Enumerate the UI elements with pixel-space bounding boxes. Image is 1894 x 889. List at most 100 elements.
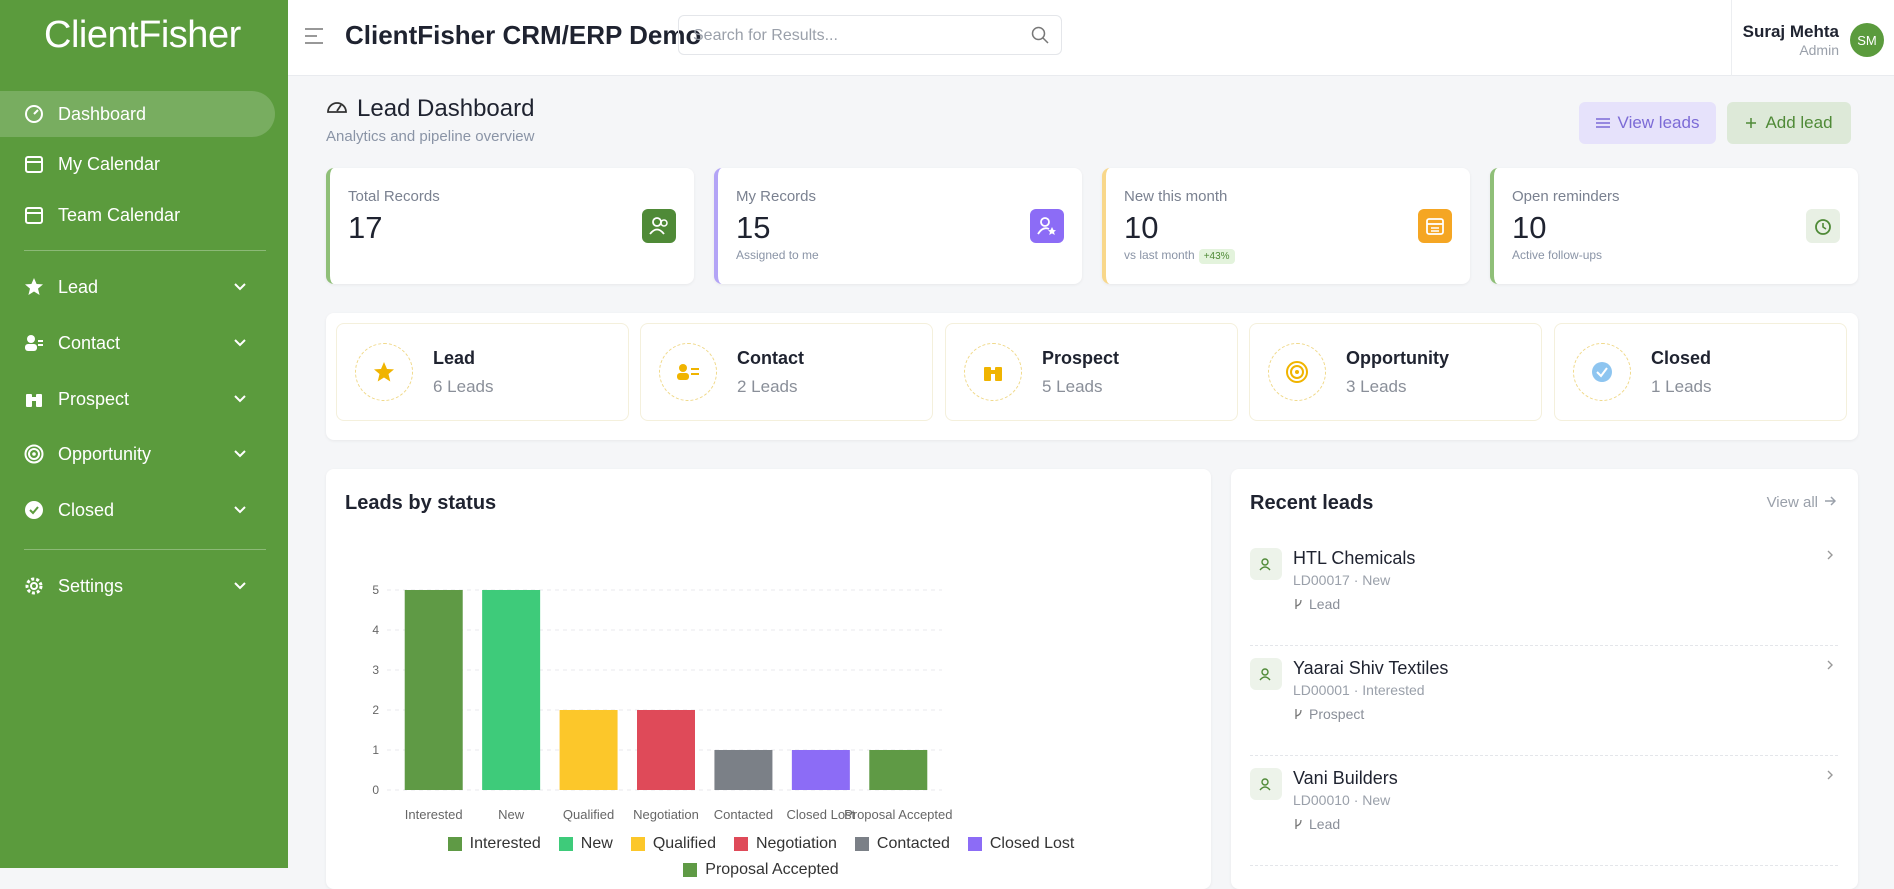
stat-label: My Records: [736, 188, 817, 205]
legend-label: Qualified: [652, 835, 716, 852]
chevron: [234, 339, 246, 347]
legend-label: Interested: [469, 835, 541, 852]
stage-count: 2 Leads: [737, 377, 798, 396]
legend-swatch: [967, 837, 982, 851]
stage-panel: Lead 6 Leads Contact 2 Leads Prospect 5 Lea…: [326, 313, 1858, 440]
recent-stage-label: Lead: [1309, 596, 1341, 612]
legend-swatch: [733, 837, 748, 851]
recent-meta: LD00010 · New: [1293, 792, 1391, 808]
view-leads-button[interactable]: View leads: [1579, 102, 1716, 144]
menu-item[interactable]: Team Calendar: [0, 192, 275, 238]
bar: [791, 750, 850, 790]
icon: [1426, 218, 1444, 235]
add-lead-button[interactable]: Add lead: [1727, 102, 1851, 144]
chevron-icon: [1827, 550, 1833, 560]
menu-toggle[interactable]: [303, 26, 325, 46]
search-box[interactable]: Search for Results...: [678, 15, 1062, 55]
recent-icon: [1250, 768, 1282, 800]
legend-swatch: [558, 837, 573, 851]
recent-stage-label: Prospect: [1309, 706, 1365, 722]
icon: [1592, 362, 1612, 382]
menu-item[interactable]: Opportunity: [0, 431, 275, 477]
stage-name: Lead: [433, 348, 476, 368]
user-role: Admin: [1799, 42, 1839, 58]
chevron: [234, 395, 246, 403]
icon: [25, 501, 43, 519]
button-label: Add lead: [1765, 113, 1833, 132]
branch-icon: [1295, 819, 1302, 829]
icon: [25, 156, 43, 173]
stage-card[interactable]: Prospect 5 Leads: [945, 323, 1238, 421]
stat-note: Active follow-ups: [1512, 248, 1603, 262]
recent-item[interactable]: Yaarai Shiv Textiles LD00001 · Interested…: [1250, 646, 1838, 756]
icon: [1259, 778, 1271, 791]
bar: [637, 710, 695, 790]
legend-swatch: [854, 837, 869, 851]
legend-label: Closed Lost: [989, 835, 1075, 852]
divider: [24, 250, 266, 251]
x-tick-label: Negotiation: [633, 807, 699, 822]
icon: [649, 217, 668, 235]
stat-value: 15: [736, 210, 771, 245]
stat-card: New this month 10 vs last month +43%: [1102, 168, 1470, 284]
stage-card[interactable]: Contact 2 Leads: [640, 323, 933, 421]
icon: [1037, 217, 1056, 235]
menu-item[interactable]: Closed: [0, 487, 275, 533]
stage-card[interactable]: Opportunity 3 Leads: [1249, 323, 1542, 421]
view-all-label: View all: [1766, 494, 1818, 511]
stage-icon: [1268, 343, 1326, 401]
button-label: View leads: [1617, 113, 1700, 132]
icon: [1746, 118, 1757, 128]
view-all-link[interactable]: View all: [1767, 494, 1836, 511]
stat-icon: [1418, 209, 1452, 243]
user-name: Suraj Mehta: [1742, 22, 1839, 41]
stat-value: 10: [1512, 210, 1547, 245]
bar: [714, 750, 773, 790]
menu-item[interactable]: Settings: [0, 563, 275, 609]
badge: +43%: [1198, 249, 1235, 264]
legend-label: New: [580, 835, 613, 852]
recent-title: Recent leads: [1250, 492, 1374, 514]
avatar[interactable]: SM: [1850, 23, 1884, 57]
menu-item[interactable]: Contact: [0, 320, 275, 366]
stage-count: 6 Leads: [433, 377, 494, 396]
icon: [1259, 558, 1271, 571]
x-tick-label: Closed Lost: [787, 807, 856, 822]
legend: Interested New Qualified Negotiation Contact…: [386, 835, 1136, 879]
search-icon: [1031, 26, 1049, 44]
menu-label: Prospect: [58, 388, 130, 409]
stage-count: 1 Leads: [1651, 377, 1712, 396]
icon: [24, 444, 44, 464]
stage-card[interactable]: Closed 1 Leads: [1554, 323, 1847, 421]
x-tick-label: Proposal Accepted: [844, 807, 952, 822]
page-title: Lead Dashboard: [357, 95, 535, 122]
recent-stage-label: Lead: [1309, 816, 1341, 832]
y-tick-label: 0: [372, 783, 379, 797]
recent-item[interactable]: Vani Builders LD00010 · New Lead: [1250, 756, 1838, 866]
recent-stage: Lead: [1293, 596, 1340, 612]
search-placeholder: Search for Results...: [693, 27, 838, 44]
recent-name: Vani Builders: [1293, 768, 1398, 788]
menu-item[interactable]: My Calendar: [0, 141, 275, 187]
legend-item: Contacted: [854, 835, 950, 853]
icon: [984, 367, 1002, 381]
recent-icon: [1250, 548, 1282, 580]
chevron: [234, 450, 246, 458]
top-bar: ClientFisher CRM/ERP Demo Search for Res…: [288, 0, 1894, 76]
dashboard-icon: [327, 102, 347, 113]
recent-item[interactable]: HTL Chemicals LD00017 · New Lead: [1250, 536, 1838, 646]
y-tick-label: 3: [372, 663, 379, 677]
brand[interactable]: ClientFisher: [44, 14, 241, 56]
menu-item[interactable]: Dashboard: [0, 91, 275, 137]
icon: [1815, 219, 1831, 235]
menu-item[interactable]: Lead: [0, 264, 275, 310]
x-tick-label: Interested: [405, 807, 463, 822]
chevron: [1826, 658, 1834, 676]
stage-card[interactable]: Lead 6 Leads: [336, 323, 629, 421]
menu-item[interactable]: Prospect: [0, 376, 275, 422]
recent-card: Recent leads View all HTL Chemicals LD000…: [1231, 469, 1858, 889]
icon: [25, 105, 43, 123]
legend-swatch: [683, 863, 698, 877]
stage-icon: [659, 343, 717, 401]
